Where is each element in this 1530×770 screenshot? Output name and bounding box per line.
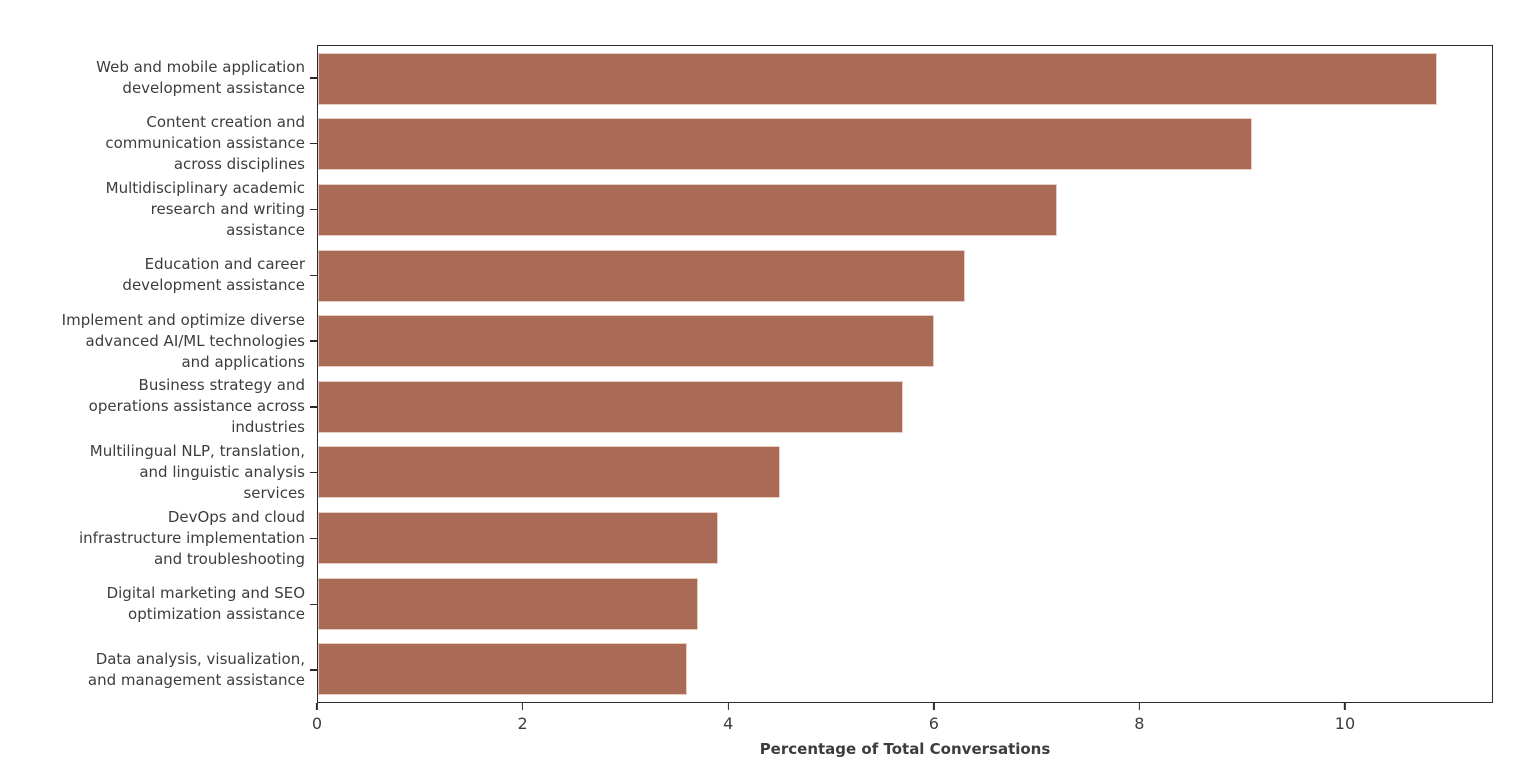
bar-row xyxy=(318,46,1492,112)
x-tick-label: 4 xyxy=(723,714,734,733)
y-tick-label-row: Content creation and communication assis… xyxy=(0,111,317,177)
bar xyxy=(318,643,688,696)
bar-row xyxy=(318,571,1492,637)
y-tick-label: Data analysis, visualization, and manage… xyxy=(87,650,305,690)
y-tick-label: Multilingual NLP, translation, and lingu… xyxy=(89,442,305,503)
y-tick-mark xyxy=(310,142,317,145)
x-tick: 6 xyxy=(929,703,939,733)
bar-row xyxy=(318,374,1492,440)
y-tick-label: Digital marketing and SEO optimization a… xyxy=(106,584,305,624)
bar-row xyxy=(318,177,1492,243)
bar xyxy=(318,446,780,499)
x-tick-mark xyxy=(933,703,935,710)
y-tick-label: Web and mobile application development a… xyxy=(96,57,305,97)
x-tick-mark xyxy=(316,703,318,710)
x-tick: 0 xyxy=(312,703,322,733)
x-tick: 10 xyxy=(1335,703,1355,733)
bar-row xyxy=(318,243,1492,309)
bar xyxy=(318,52,1437,105)
y-tick-mark xyxy=(310,603,317,606)
y-tick-label-row: Multilingual NLP, translation, and lingu… xyxy=(0,440,317,506)
y-tick-label: Education and career development assista… xyxy=(122,255,305,295)
bar xyxy=(318,380,903,433)
y-tick-mark xyxy=(310,208,317,211)
y-tick-mark xyxy=(310,406,317,408)
y-tick-label-row: DevOps and cloud infrastructure implemen… xyxy=(0,506,317,572)
bar-row xyxy=(318,440,1492,506)
x-tick-label: 8 xyxy=(1134,714,1145,733)
bar-row xyxy=(318,308,1492,374)
x-tick: 4 xyxy=(723,703,733,733)
x-tick-mark xyxy=(727,703,729,710)
y-tick-label: DevOps and cloud infrastructure implemen… xyxy=(78,507,305,568)
y-tick-label: Multidisciplinary academic research and … xyxy=(105,178,305,239)
y-tick-mark xyxy=(310,537,317,540)
x-tick-mark xyxy=(1344,703,1346,710)
x-axis-ticks: 0 2 4 6 8 10 xyxy=(312,703,1493,745)
x-tick-label: 2 xyxy=(517,714,528,733)
y-tick-mark xyxy=(310,274,317,277)
x-axis-title: Percentage of Total Conversations xyxy=(759,740,1051,758)
x-tick-mark xyxy=(1138,703,1141,710)
x-tick-label: 10 xyxy=(1334,714,1356,733)
y-tick-label: Business strategy and operations assista… xyxy=(88,376,305,437)
y-tick-mark xyxy=(310,340,317,342)
x-tick-label: 0 xyxy=(311,714,323,733)
y-tick-label-row: Multidisciplinary academic research and … xyxy=(0,177,317,243)
y-tick-mark xyxy=(310,471,317,474)
x-tick: 8 xyxy=(1134,703,1144,733)
y-tick-mark xyxy=(310,669,317,671)
y-tick-label-row: Business strategy and operations assista… xyxy=(0,374,317,440)
bar xyxy=(318,118,1252,171)
y-tick-label-row: Digital marketing and SEO optimization a… xyxy=(0,571,317,637)
y-tick-label-row: Data analysis, visualization, and manage… xyxy=(0,637,317,703)
x-tick: 2 xyxy=(518,703,528,733)
bar-row xyxy=(318,636,1492,702)
bar xyxy=(318,511,719,564)
plot-area xyxy=(317,45,1493,703)
y-tick-label-row: Education and career development assista… xyxy=(0,242,317,308)
y-tick-mark xyxy=(310,77,317,79)
y-tick-label-row: Implement and optimize diverse advanced … xyxy=(0,308,317,374)
y-tick-label: Implement and optimize diverse advanced … xyxy=(61,310,305,371)
x-tick-label: 6 xyxy=(928,714,939,733)
bar-row xyxy=(318,112,1492,178)
y-tick-label: Content creation and communication assis… xyxy=(105,113,305,174)
x-tick-mark xyxy=(521,703,524,710)
bar xyxy=(318,315,934,368)
y-axis-labels: Web and mobile application development a… xyxy=(0,45,317,703)
bar xyxy=(318,249,965,302)
y-tick-label-row: Web and mobile application development a… xyxy=(0,45,317,111)
bar xyxy=(318,577,698,630)
bar-row xyxy=(318,505,1492,571)
bar xyxy=(318,183,1057,236)
